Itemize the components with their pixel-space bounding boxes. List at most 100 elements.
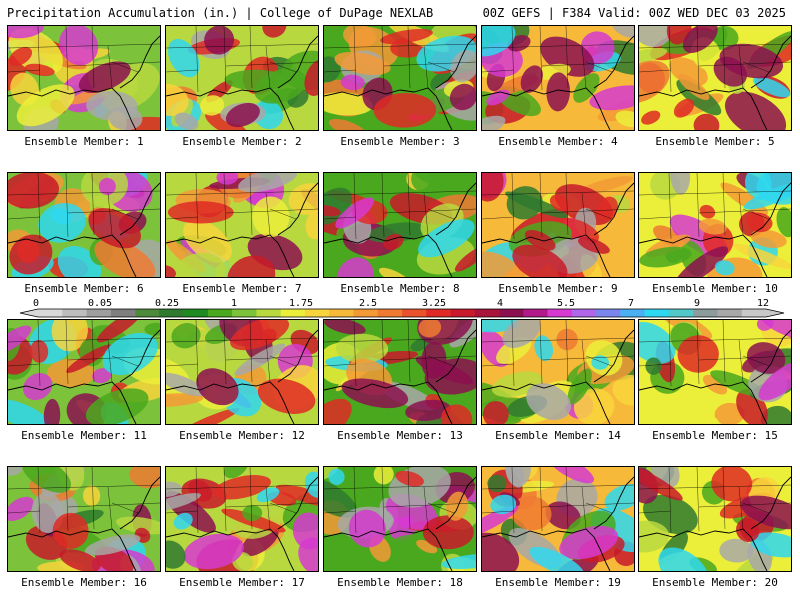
precipitation-map [324,320,476,424]
ensemble-member-caption: Ensemble Member: 8 [340,282,460,295]
colorbar-swatch [547,309,573,317]
ensemble-member-caption: Ensemble Member: 18 [337,576,463,589]
colorbar-swatch [38,309,63,317]
colorbar-low-arrow [20,309,38,317]
colorbar-swatch [256,309,281,317]
precipitation-map [639,26,791,130]
ensemble-member-caption: Ensemble Member: 13 [337,429,463,442]
colorbar-tick-label: 0.05 [87,298,113,309]
precipitation-map [166,26,318,130]
precipitation-map [482,173,634,277]
colorbar-tick-label: 0 [32,298,40,309]
colorbar-swatch [353,309,379,317]
colorbar-tick-label: 12 [756,298,770,309]
ensemble-map-panel [165,319,319,425]
ensemble-member-caption: Ensemble Member: 12 [179,429,305,442]
colorbar-tick-label: 7 [627,298,635,309]
ensemble-map-panel [481,319,635,425]
colorbar-swatch [499,309,524,317]
colorbar-swatch [86,309,112,317]
colorbar-swatch [717,309,743,317]
ensemble-member-caption: Ensemble Member: 11 [21,429,147,442]
ensemble-map-panel [165,466,319,572]
colorbar-tick-label: 1 [230,298,238,309]
ensemble-map-panel [165,172,319,278]
precipitation-map [482,26,634,130]
ensemble-map-panel [323,319,477,425]
colorbar-swatch [571,309,597,317]
ensemble-map-panel [481,25,635,131]
ensemble-map-panel [165,25,319,131]
colorbar-swatch [304,309,330,317]
valid-time-label: 00Z GEFS | F384 Valid: 00Z WED DEC 03 20… [482,6,786,20]
ensemble-member-caption: Ensemble Member: 10 [652,282,778,295]
precipitation-map [8,173,160,277]
precipitation-map [639,173,791,277]
ensemble-map-panel [481,466,635,572]
precipitation-map [166,467,318,571]
ensemble-member-caption: Ensemble Member: 2 [182,135,302,148]
ensemble-map-panel [7,319,161,425]
ensemble-map-panel [7,25,161,131]
precipitation-map [8,320,160,424]
colorbar-swatch [377,309,403,317]
precipitation-map [324,26,476,130]
colorbar-swatch [183,309,209,317]
colorbar-frame [19,308,785,318]
colorbar-swatch [644,309,670,317]
ensemble-member-caption: Ensemble Member: 9 [498,282,618,295]
precipitation-map [639,467,791,571]
colorbar-swatch [329,309,354,317]
colorbar-high-arrow [766,309,784,317]
ensemble-member-caption: Ensemble Member: 19 [495,576,621,589]
colorbar-swatch [280,309,306,317]
ensemble-map-panel [638,319,792,425]
precipitation-map [639,320,791,424]
precipitation-map [166,320,318,424]
ensemble-member-caption: Ensemble Member: 6 [24,282,144,295]
ensemble-member-caption: Ensemble Member: 16 [21,576,147,589]
ensemble-map-panel [638,466,792,572]
ensemble-map-panel [323,172,477,278]
colorbar-tick-label: 9 [693,298,701,309]
ensemble-member-caption: Ensemble Member: 5 [655,135,775,148]
precipitation-map [8,26,160,130]
ensemble-member-caption: Ensemble Member: 4 [498,135,618,148]
precipitation-map [8,467,160,571]
ensemble-member-caption: Ensemble Member: 14 [495,429,621,442]
colorbar-swatch [135,309,160,317]
colorbar-swatch [741,309,767,317]
precipitation-map [482,467,634,571]
ensemble-member-caption: Ensemble Member: 3 [340,135,460,148]
colorbar-swatch [668,309,694,317]
colorbar-swatch [159,309,184,317]
colorbar-tick-label: 5.5 [556,298,576,309]
colorbar-swatch [232,309,257,317]
ensemble-map-panel [481,172,635,278]
ensemble-map-panel [7,466,161,572]
colorbar-swatch [450,309,476,317]
colorbar-swatch [474,309,500,317]
ensemble-map-panel [7,172,161,278]
ensemble-map-panel [323,466,477,572]
colorbar-tick-label: 4 [496,298,504,309]
ensemble-member-caption: Ensemble Member: 15 [652,429,778,442]
colorbar-swatch [62,309,87,317]
colorbar-swatch [426,309,451,317]
page-title: Precipitation Accumulation (in.) | Colle… [7,6,434,20]
colorbar-swatch [207,309,233,317]
ensemble-map-panel [638,172,792,278]
colorbar-swatch [110,309,136,317]
ensemble-member-caption: Ensemble Member: 7 [182,282,302,295]
colorbar-swatch [402,309,427,317]
precipitation-map [324,467,476,571]
precipitation-map [166,173,318,277]
colorbar-swatch [523,309,548,317]
colorbar-swatch [620,309,645,317]
colorbar-tick-label: 1.75 [288,298,314,309]
colorbar-tick-label: 0.25 [154,298,180,309]
colorbar-swatch [693,309,718,317]
colorbar-tick-label: 3.25 [421,298,447,309]
colorbar-tick-label: 2.5 [358,298,378,309]
ensemble-member-caption: Ensemble Member: 1 [24,135,144,148]
